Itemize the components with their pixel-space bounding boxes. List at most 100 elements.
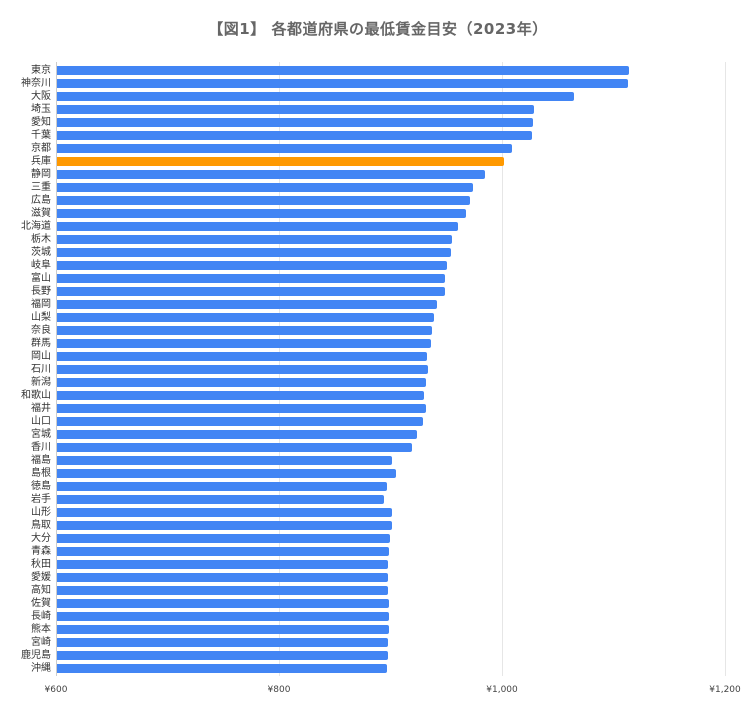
- category-label: 熊本: [31, 624, 51, 635]
- bar-row: 福島: [31, 454, 725, 467]
- bar: [57, 430, 418, 439]
- bar: [57, 547, 390, 556]
- bar: [57, 560, 389, 569]
- bar-row: 滋賀: [31, 207, 725, 220]
- category-label: 大阪: [31, 91, 51, 102]
- bar-row: 新潟: [31, 376, 725, 389]
- chart-title: 【図1】 各都道府県の最低賃金目安（2023年）: [208, 20, 548, 38]
- bar: [57, 274, 446, 283]
- bar: [57, 287, 446, 296]
- category-label: 沖縄: [31, 663, 51, 674]
- category-label: 愛知: [31, 117, 51, 128]
- x-tick-1200: ¥1,200: [709, 685, 741, 695]
- category-label: 徳島: [31, 481, 51, 492]
- bar-row: 茨城: [31, 246, 725, 259]
- bar-row: 岐阜: [31, 259, 725, 272]
- category-label: 鳥取: [31, 520, 51, 531]
- bar: [57, 248, 451, 257]
- category-label: 群馬: [31, 338, 51, 349]
- category-label: 岩手: [31, 494, 51, 505]
- bar-row: 神奈川: [21, 77, 725, 90]
- bar-row: 富山: [31, 272, 725, 285]
- bar-row: 三重: [31, 181, 725, 194]
- bar: [57, 66, 629, 75]
- category-label: 高知: [31, 585, 51, 596]
- bar-row: 鹿児島: [21, 649, 725, 662]
- bar: [57, 391, 424, 400]
- bar: [57, 378, 427, 387]
- bar-row: 愛媛: [31, 571, 725, 584]
- bar: [57, 599, 390, 608]
- bar-row: 和歌山: [21, 389, 725, 402]
- bar: [57, 495, 384, 504]
- category-label: 埼玉: [31, 104, 51, 115]
- bar-row: 宮崎: [31, 636, 725, 649]
- bar-row: 大阪: [31, 90, 725, 103]
- bar-row: 愛知: [31, 116, 725, 129]
- bar-row: 福岡: [31, 298, 725, 311]
- bar-row: 石川: [31, 363, 725, 376]
- bar-row: 岡山: [31, 350, 725, 363]
- bar-row: 栃木: [31, 233, 725, 246]
- bar: [57, 508, 392, 517]
- category-label: 長崎: [31, 611, 51, 622]
- bar: [57, 612, 390, 621]
- bar: [57, 365, 429, 374]
- axis-baseline: [56, 62, 57, 676]
- bar: [57, 261, 448, 270]
- category-label: 岐阜: [31, 260, 51, 271]
- bar: [57, 482, 388, 491]
- bar-row: 北海道: [21, 220, 725, 233]
- bar: [57, 183, 473, 192]
- bar-row: 徳島: [31, 480, 725, 493]
- bar: [57, 131, 532, 140]
- bar-highlighted: [57, 157, 505, 166]
- category-label: 栃木: [31, 234, 51, 245]
- bar-row: 群馬: [31, 337, 725, 350]
- bar-row: 静岡: [31, 168, 725, 181]
- bar: [57, 118, 534, 127]
- category-label: 静岡: [31, 169, 51, 180]
- category-label: 山梨: [31, 312, 51, 323]
- bar: [57, 456, 392, 465]
- bar: [57, 352, 428, 361]
- bar-row: 大分: [31, 532, 725, 545]
- category-label: 京都: [31, 143, 51, 154]
- category-label: 大分: [31, 533, 51, 544]
- bar-row: 青森: [31, 545, 725, 558]
- bar: [57, 469, 396, 478]
- category-label: 秋田: [31, 559, 51, 570]
- plot-area: 東京 神奈川 大阪 埼玉 愛知 千葉 京都 兵庫 静岡 三重 広島 滋賀 北海道 栃木 茨城 岐阜 富山 長野 福岡…: [21, 62, 726, 676]
- bar-row: 長野: [31, 285, 725, 298]
- category-label: 山形: [31, 507, 51, 518]
- category-label: 長野: [31, 286, 51, 297]
- bar: [57, 664, 388, 673]
- bar: [57, 300, 438, 309]
- category-label: 愛媛: [31, 572, 51, 583]
- bar-row: 鳥取: [31, 519, 725, 532]
- category-label: 三重: [31, 182, 51, 193]
- bar-row: 山形: [31, 506, 725, 519]
- category-label: 和歌山: [21, 390, 51, 401]
- bar-row: 島根: [31, 467, 725, 480]
- category-label: 滋賀: [31, 208, 51, 219]
- bar: [57, 222, 459, 231]
- category-label: 青森: [31, 546, 51, 557]
- bar-row: 東京: [31, 64, 725, 77]
- bar: [57, 326, 432, 335]
- x-tick-600: ¥600: [44, 685, 68, 695]
- category-label: 北海道: [21, 221, 51, 232]
- bar: [57, 586, 389, 595]
- bar: [57, 573, 389, 582]
- bar-row: 千葉: [31, 129, 725, 142]
- bar: [57, 235, 452, 244]
- category-label: 鹿児島: [21, 650, 51, 661]
- category-label: 福岡: [31, 299, 51, 310]
- bar: [57, 443, 412, 452]
- category-label: 茨城: [31, 247, 51, 258]
- bar: [57, 92, 575, 101]
- x-tick-800: ¥800: [267, 685, 291, 695]
- bar-row: 京都: [31, 142, 725, 155]
- bar-row: 福井: [31, 402, 725, 415]
- category-label: 佐賀: [31, 598, 51, 609]
